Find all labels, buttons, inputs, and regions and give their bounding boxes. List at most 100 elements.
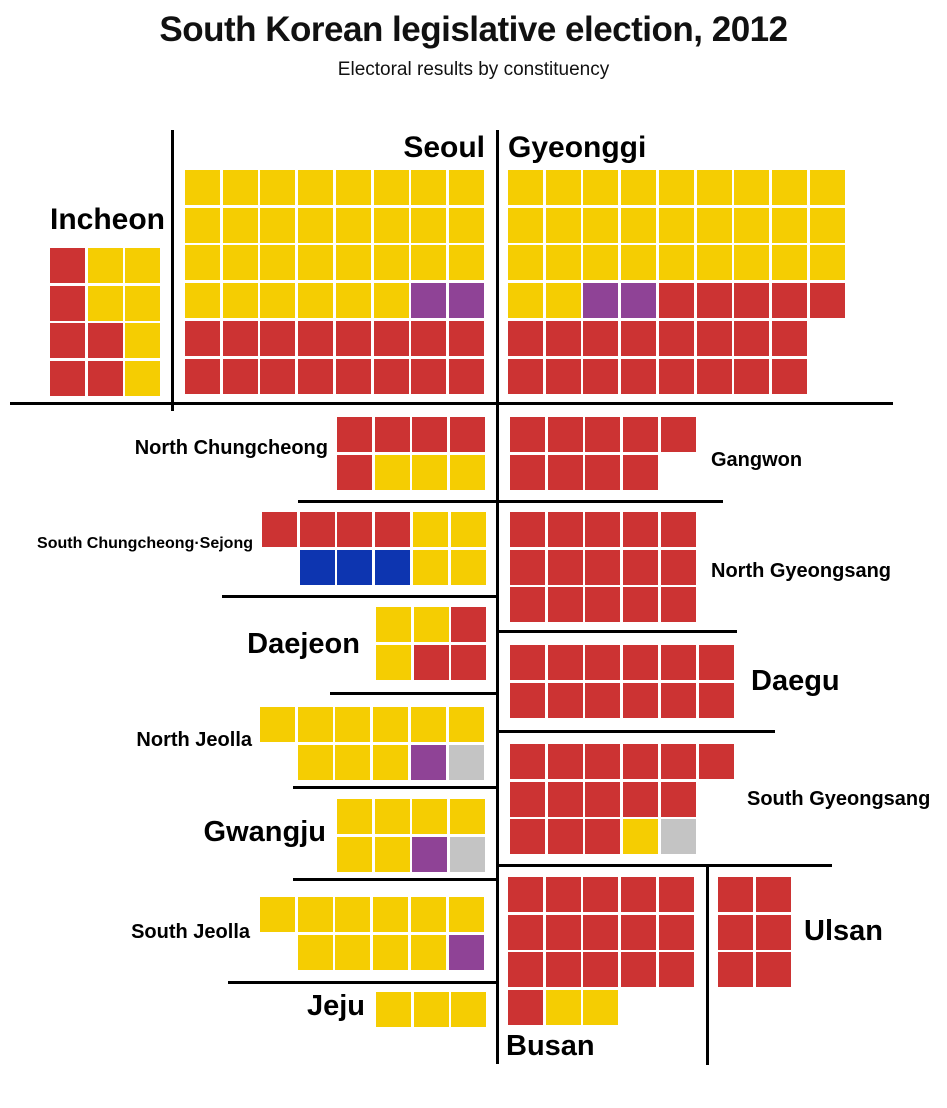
seat-seoul-r4c5 [335,283,371,319]
seat-daejeon-r2c3 [451,644,487,680]
seat-busan-r3c2 [545,952,581,988]
seat-south-chungcheong-sejong-r2c6 [450,549,486,585]
seat-busan-r1c3 [583,877,619,912]
seat-north-gyeongsang-r1c2 [547,512,583,547]
seat-gyeonggi-r5c2 [545,320,581,356]
seat-north-gyeongsang-r3c3 [585,587,621,623]
seat-gyeonggi-r1c5 [658,170,694,205]
seat-daegu-r2c5 [660,682,696,718]
seat-south-gyeongsang-r3c5 [660,819,696,855]
seat-gyeonggi-r1c1 [508,170,543,205]
seat-gyeonggi-r5c1 [508,320,543,356]
seat-ulsan-r2c1 [718,914,753,950]
divider-capital-main [10,402,893,405]
seat-seoul-r1c6 [373,170,409,205]
seat-incheon-r1c3 [125,248,161,283]
seat-gyeonggi-r1c8 [771,170,807,205]
region-label-busan: Busan [506,1030,595,1062]
region-label-incheon: Incheon [49,203,165,236]
seat-north-gyeongsang-r2c3 [585,549,621,585]
seat-gyeonggi-r5c5 [658,320,694,356]
seat-gyeonggi-r4c7 [734,283,770,319]
seat-north-jeolla-r1c2 [297,707,333,742]
seat-seoul-r5c7 [411,320,447,356]
seat-gyeonggi-r4c4 [621,283,657,319]
divider-chungcheong-gangwon [298,500,723,503]
seat-seoul-r4c2 [222,283,258,319]
seat-gyeonggi-r3c3 [583,245,619,281]
seat-daejeon-r1c1 [376,607,411,642]
seat-gyeonggi-r4c5 [658,283,694,319]
seat-seoul-r6c6 [373,358,409,394]
seat-daejeon-r1c2 [413,607,449,642]
seat-gyeonggi-r4c2 [545,283,581,319]
seat-busan-r2c1 [508,914,543,950]
seat-south-jeolla-r2c3 [335,934,371,970]
seat-busan-r3c3 [583,952,619,988]
seat-north-gyeongsang-r1c1 [510,512,545,547]
seat-gyeonggi-r2c6 [696,207,732,243]
seat-daejeon-r2c1 [376,644,411,680]
seat-gyeonggi-r6c1 [508,358,543,394]
seat-gwangju-r2c2 [374,836,410,872]
seat-daegu-r1c5 [660,645,696,680]
seat-south-chungcheong-sejong-r1c4 [375,512,411,547]
region-label-gangwon: Gangwon [711,449,803,471]
region-label-north-jeolla: North Jeolla [136,729,252,751]
seat-jeju-r1c3 [451,992,487,1027]
seat-ulsan-r1c2 [755,877,791,912]
seat-gyeonggi-r2c2 [545,207,581,243]
seat-gyeonggi-r3c9 [809,245,845,281]
seat-gyeonggi-r1c2 [545,170,581,205]
seat-seoul-r2c6 [373,207,409,243]
divider-daegu [497,730,775,733]
seat-seoul-r5c8 [448,320,484,356]
seat-seoul-r2c8 [448,207,484,243]
divider-daejeon [330,692,499,695]
seat-incheon-r4c1 [50,361,85,397]
seat-busan-r2c3 [583,914,619,950]
seat-seoul-r4c4 [298,283,334,319]
seat-gangwon-r2c1 [510,454,545,490]
seat-daegu-r2c3 [585,682,621,718]
seat-south-jeolla-r1c4 [373,897,409,932]
seat-south-chungcheong-sejong-r1c1 [262,512,297,547]
divider-busan-ulsan [706,864,709,1065]
seat-gyeonggi-r1c6 [696,170,732,205]
seat-gyeonggi-r2c5 [658,207,694,243]
chart-subtitle: Electoral results by constituency [337,59,610,80]
seat-seoul-r4c6 [373,283,409,319]
seat-gyeonggi-r4c1 [508,283,543,319]
seat-south-chungcheong-sejong-r2c3 [337,549,373,585]
seat-gwangju-r2c1 [337,836,372,872]
region-label-south-jeolla: South Jeolla [131,921,250,943]
seat-north-jeolla-r2c4 [373,744,409,780]
seat-south-gyeongsang-r2c3 [585,781,621,817]
seat-busan-r1c4 [621,877,657,912]
seat-gyeonggi-r6c8 [771,358,807,394]
divider-north-gyeongsang [497,630,737,633]
seat-seoul-r1c7 [411,170,447,205]
seat-south-gyeongsang-r2c4 [623,781,659,817]
seat-north-gyeongsang-r3c5 [660,587,696,623]
seat-south-gyeongsang-r3c3 [585,819,621,855]
seat-north-jeolla-r1c6 [448,707,484,742]
seat-seoul-r4c3 [260,283,296,319]
seat-busan-r1c5 [658,877,694,912]
seat-gyeonggi-r1c3 [583,170,619,205]
seat-jeju-r1c2 [413,992,449,1027]
seat-gyeonggi-r4c8 [771,283,807,319]
seat-gyeonggi-r4c9 [809,283,845,319]
seat-gyeonggi-r1c4 [621,170,657,205]
region-label-jeju: Jeju [306,990,365,1022]
seat-gyeonggi-r5c7 [734,320,770,356]
region-label-daegu: Daegu [751,665,840,697]
seat-daejeon-r1c3 [451,607,487,642]
seat-gyeonggi-r5c4 [621,320,657,356]
seat-gwangju-r1c2 [374,799,410,834]
seat-daegu-r2c2 [547,682,583,718]
seat-incheon-r4c3 [125,361,161,397]
seat-south-jeolla-r1c2 [297,897,333,932]
seat-gyeonggi-r2c8 [771,207,807,243]
